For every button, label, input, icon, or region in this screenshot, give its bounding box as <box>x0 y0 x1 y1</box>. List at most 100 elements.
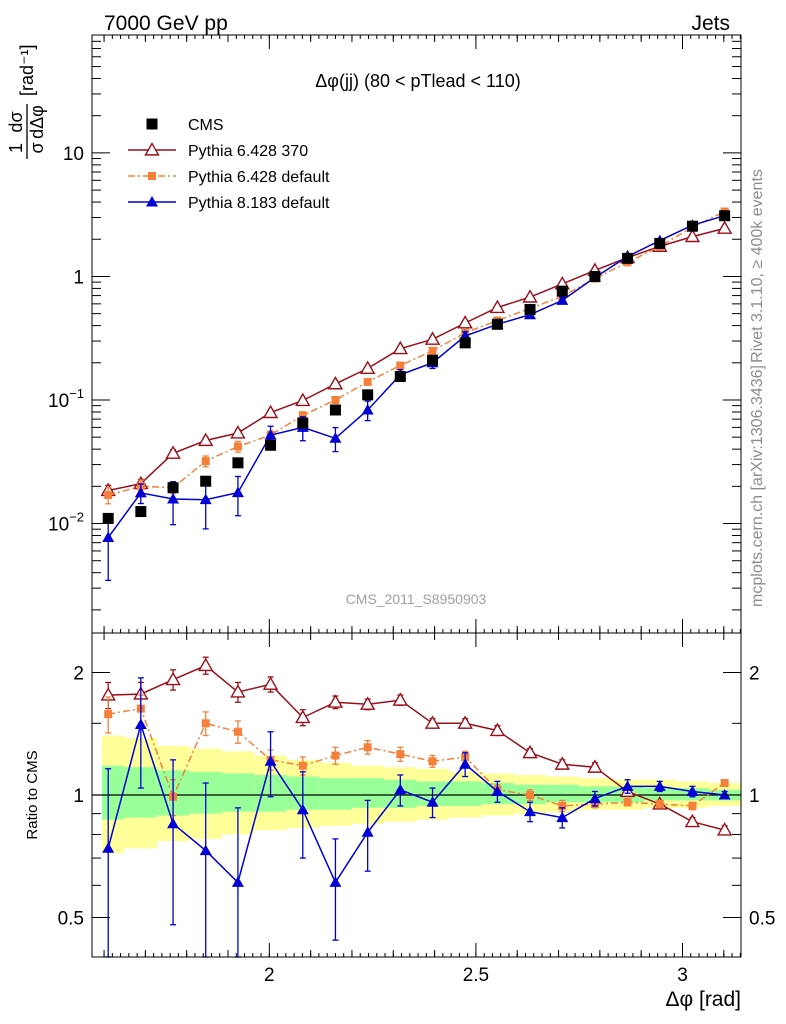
point-cms-13 <box>524 304 536 316</box>
ratio-ytick-label-left-1: 1 <box>73 786 84 807</box>
ratio-point-p8_default-0 <box>102 842 115 853</box>
ratio-point-p8_default-6 <box>296 803 309 815</box>
point-cms-5 <box>265 439 277 451</box>
point-p6_default-9 <box>396 361 405 370</box>
point-p6_default-10 <box>428 346 437 355</box>
ratio-point-p8_default-14 <box>556 811 569 823</box>
ratio-point-p6_default-8 <box>363 743 372 752</box>
x-axis-label: Δφ [rad] <box>666 988 742 1011</box>
ratio-point-p6_370-7 <box>327 694 344 708</box>
point-p8_default-8 <box>361 403 374 415</box>
point-cms-4 <box>232 457 244 469</box>
ratio-point-p6_default-18 <box>688 801 697 810</box>
ratio-point-p8_default-3 <box>199 844 212 856</box>
legend-label-p6_370: Pythia 6.428 370 <box>188 143 308 160</box>
main-ytick-exp-1: −1 <box>69 386 84 401</box>
ratio-point-p6_370-3 <box>197 657 214 672</box>
main-ytick-exp-0: −2 <box>69 510 84 525</box>
ratio-point-p6_default-10 <box>428 757 437 766</box>
point-cms-17 <box>654 237 666 249</box>
point-cms-6 <box>297 417 309 429</box>
band-green-bin-14 <box>546 784 579 803</box>
ratio-point-p6_370-9 <box>392 692 409 706</box>
ratio-point-p6_default-7 <box>331 751 340 760</box>
main-plot-title: Δφ(jj) (80 < pTlead < 110) <box>315 71 520 91</box>
point-cms-19 <box>719 210 731 222</box>
point-cms-7 <box>329 404 341 416</box>
ratio-errbar-p8_default-6 <box>299 771 306 859</box>
ratio-point-p6_370-12 <box>489 722 506 737</box>
point-p6_default-8 <box>363 377 372 386</box>
ratio-point-p6_default-4 <box>233 727 242 736</box>
ratio-point-p8_default-19 <box>718 789 731 800</box>
point-p6_370-10 <box>424 331 441 345</box>
ratio-point-p6_370-11 <box>457 715 473 729</box>
ratio-point-p8_default-13 <box>524 805 537 817</box>
ratio-point-p6_370-10 <box>424 715 441 729</box>
errbar-p8_default-3 <box>202 480 209 530</box>
point-p6_default-3 <box>201 457 210 466</box>
ratio-line-p8_default <box>107 721 725 884</box>
ratio-point-p6_370-18 <box>684 813 701 828</box>
ratio-ytick-label-right-0: 0.5 <box>749 909 775 930</box>
point-p6_370-5 <box>262 404 279 419</box>
ratio-point-p6_370-5 <box>262 676 279 690</box>
ratio-point-p6_370-8 <box>359 696 376 710</box>
point-p6_370-19 <box>716 220 733 234</box>
point-p6_370-4 <box>230 425 246 439</box>
ratio-point-p8_default-10 <box>426 796 439 807</box>
point-p8_default-5 <box>264 429 277 440</box>
ratio-point-p6_default-16 <box>623 798 632 807</box>
ratio-point-p6_default-9 <box>396 750 405 759</box>
legend-label-p8_default: Pythia 8.183 default <box>188 195 330 212</box>
header-right: Jets <box>691 12 730 35</box>
band-green-bin-7 <box>319 778 352 810</box>
point-cms-15 <box>589 270 601 282</box>
ratio-point-p6_370-6 <box>295 709 311 724</box>
band-green-bin-0 <box>102 765 125 820</box>
ratio-point-p6_default-6 <box>298 761 307 770</box>
legend-label-p6_default: Pythia 6.428 default <box>188 169 330 186</box>
point-cms-8 <box>362 389 374 401</box>
series-p6_370 <box>100 220 733 497</box>
ratio-point-p8_default-11 <box>459 758 472 769</box>
ratio-point-p8_default-4 <box>231 876 244 887</box>
point-p6_default-6 <box>298 411 307 420</box>
point-p6_370-18 <box>684 228 701 243</box>
ratio-point-p6_default-14 <box>558 801 567 810</box>
ratio-point-p8_default-16 <box>621 780 634 791</box>
point-p8_default-7 <box>329 432 342 443</box>
point-cms-2 <box>167 482 179 494</box>
ratio-ytick-label-left-2: 2 <box>73 663 84 684</box>
watermark: CMS_2011_S8950903 <box>346 591 487 607</box>
point-p8_default-14 <box>556 294 569 305</box>
ratio-point-p8_default-9 <box>394 783 407 795</box>
point-cms-14 <box>556 285 568 297</box>
ratio-point-p6_default-0 <box>104 710 113 719</box>
main-ytick-label-0: 10−2 <box>48 510 84 536</box>
header-left: 7000 GeV pp <box>104 12 228 35</box>
ylabel-dsigma: dσ <box>6 111 26 132</box>
ylabel-sigma: σ <box>27 142 47 153</box>
ratio-point-p6_370-4 <box>230 684 246 698</box>
point-cms-3 <box>200 475 212 487</box>
line-p6_370 <box>108 227 725 492</box>
point-p6_370-13 <box>522 289 538 303</box>
point-p6_370-9 <box>392 340 409 355</box>
point-p6_default-4 <box>233 442 242 451</box>
main-ytick-base-1: 10 <box>48 391 69 412</box>
ratio-point-p6_370-19 <box>716 822 733 836</box>
ylabel-unit: [rad⁻¹] <box>17 44 37 96</box>
ratio-point-p6_370-14 <box>554 756 570 770</box>
xtick-label-1: 2.5 <box>463 965 489 986</box>
point-p8_default-2 <box>167 492 180 504</box>
ratio-series-p8_default <box>102 677 731 958</box>
ratio-ytick-label-right-1: 1 <box>749 786 760 807</box>
ratio-point-p8_default-18 <box>686 785 699 796</box>
ratio-panel: 0.5 0.5 1 1 2 2 2 2.5 3 Ratio to CMS Δφ [rad] <box>24 632 775 1011</box>
ratio-point-p8_default-8 <box>361 826 374 837</box>
point-p6_370-6 <box>295 392 311 407</box>
ratio-point-p6_default-19 <box>720 779 729 788</box>
